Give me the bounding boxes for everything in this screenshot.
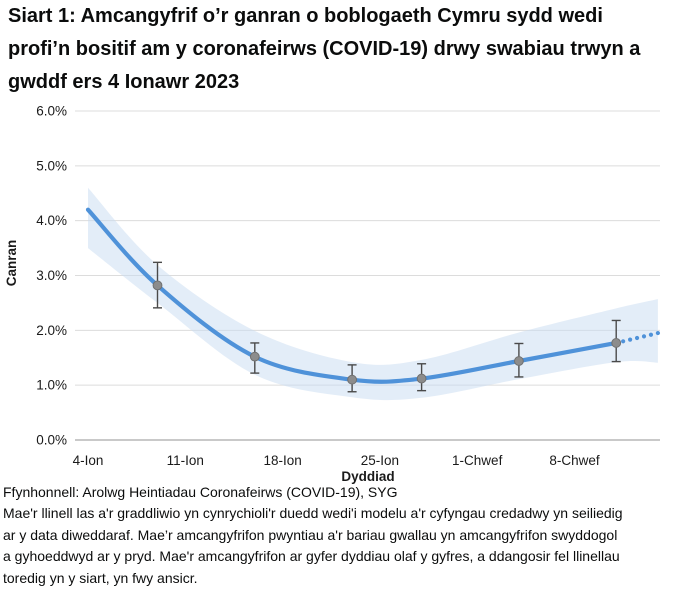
source-note: Ffynhonnell: Arolwg Heintiadau Coronafei… (3, 484, 398, 500)
x-tick-label: 11-Ion (167, 453, 204, 468)
methodology-note-line: Mae'r llinell las a'r graddliwio yn cynr… (3, 505, 623, 522)
data-point (416, 373, 427, 384)
trend-line-dotted-segment (641, 334, 647, 339)
trend-line-dotted-segment (628, 337, 633, 342)
methodology-note-line: toredig yn y siart, yn fwy ansicr. (3, 569, 198, 586)
chart-footer: Ffynhonnell: Arolwg Heintiadau Coronafei… (3, 482, 697, 589)
y-tick-label: 5.0% (36, 158, 67, 173)
data-point (249, 351, 260, 362)
x-tick-label: 1-Chwef (452, 453, 503, 468)
y-tick-label: 1.0% (36, 378, 67, 393)
y-axis-title: Canran (4, 240, 19, 287)
trend-line-dotted-segment (621, 339, 626, 344)
x-tick-label: 8-Chwef (549, 453, 600, 468)
methodology-note: Mae'r llinell las a'r graddliwio yn cynr… (3, 503, 697, 589)
data-point (152, 280, 163, 291)
y-tick-label: 3.0% (36, 268, 67, 283)
methodology-note-line: ar y data diweddaraf. Mae’r amcangyfrifo… (3, 526, 618, 543)
x-tick-label: 25-Ion (361, 453, 399, 468)
credible-interval-band (88, 187, 658, 401)
trend-line-dotted-segment (648, 332, 654, 337)
chart-title: Siart 1: Amcangyfrif o’r ganran o boblog… (8, 5, 641, 93)
data-point (611, 338, 622, 348)
trend-line-dotted-segment (655, 330, 661, 336)
trend-line (85, 207, 619, 384)
x-tick-label: 4-Ion (73, 453, 104, 468)
y-tick-label: 2.0% (36, 323, 67, 338)
x-axis-title: Dyddiad (341, 469, 394, 484)
y-tick-label: 6.0% (36, 104, 67, 119)
y-tick-label: 0.0% (36, 433, 67, 448)
data-point (514, 356, 524, 366)
methodology-note-line: a gyhoeddwyd ar y pryd. Mae'r amcangyfri… (3, 548, 620, 565)
y-tick-label: 4.0% (36, 213, 67, 228)
data-point (347, 374, 358, 385)
trend-line-dotted-segment (634, 335, 640, 341)
x-tick-label: 18-Ion (263, 453, 301, 468)
